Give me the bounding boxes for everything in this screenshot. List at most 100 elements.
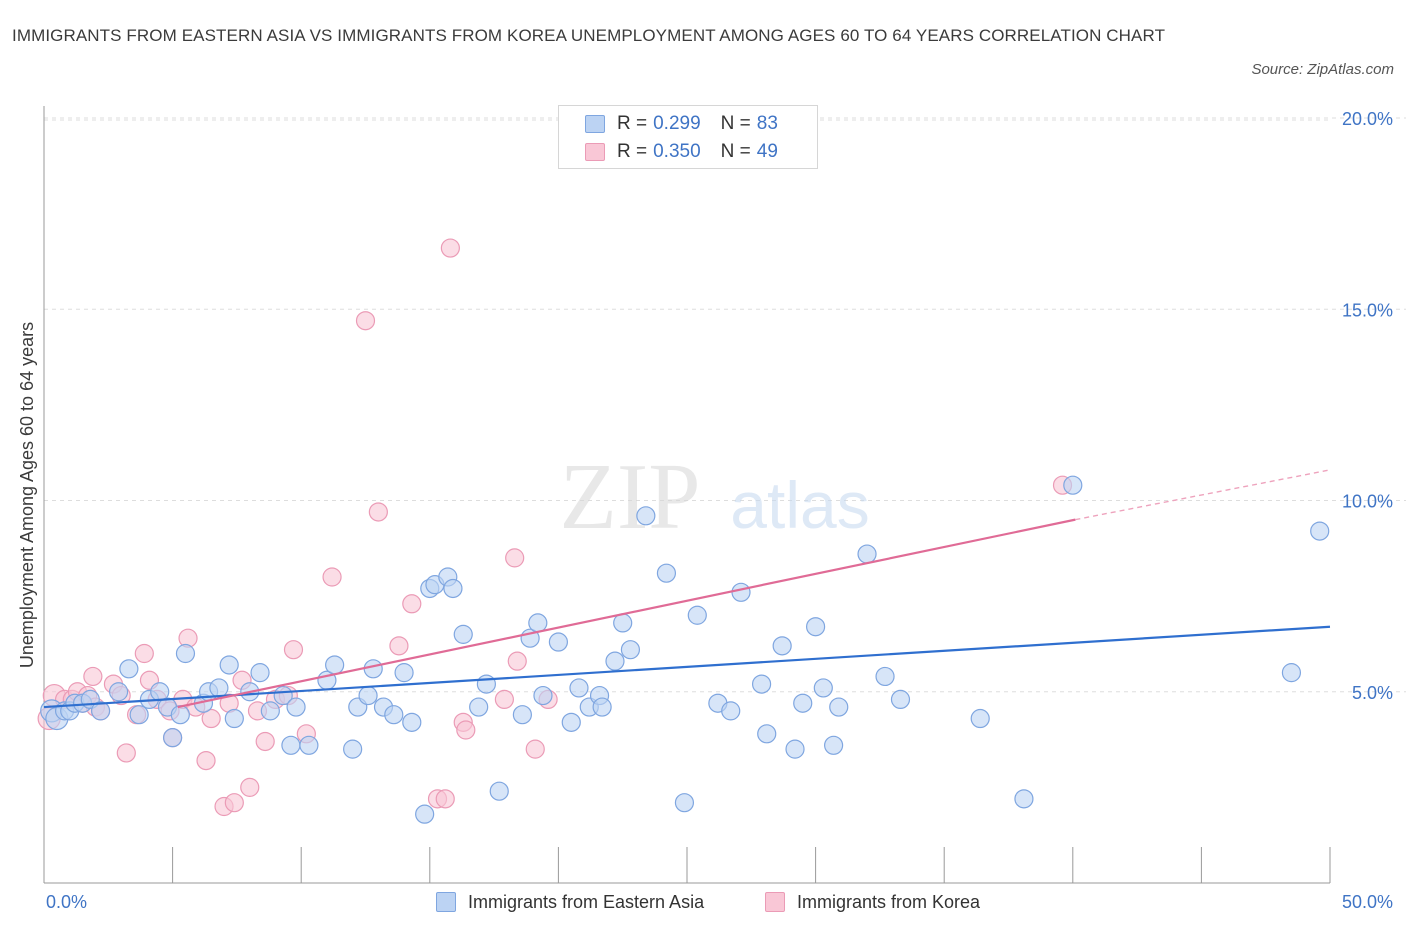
point-eastern-asia: [453, 624, 473, 644]
legend-row-korea: R = 0.350 N = 49: [585, 140, 778, 164]
point-eastern-asia: [90, 701, 111, 721]
series-label-korea: Immigrants from Korea: [797, 891, 981, 912]
point-eastern-asia: [605, 651, 625, 671]
point-korea: [224, 793, 244, 813]
point-eastern-asia: [363, 659, 383, 679]
trend-line-eastern-asia: [43, 625, 1331, 709]
point-eastern-asia: [1281, 663, 1302, 683]
legend-n-value-eastern-asia: 83: [756, 113, 778, 134]
point-eastern-asia: [813, 678, 833, 698]
legend-r-value-eastern-asia: 0.299: [653, 113, 701, 134]
y-tick-label: 5.0%: [1352, 683, 1393, 703]
legend-n-label: N =: [720, 113, 751, 134]
point-eastern-asia: [772, 636, 792, 656]
point-eastern-asia: [636, 506, 656, 526]
legend-r-label: R =: [617, 113, 648, 134]
point-korea: [440, 238, 460, 258]
point-eastern-asia: [343, 739, 363, 759]
series-label-eastern-asia: Immigrants from Eastern Asia: [468, 891, 705, 912]
point-eastern-asia: [1063, 475, 1083, 495]
gridlines: [44, 117, 1406, 693]
point-eastern-asia: [163, 728, 183, 748]
point-eastern-asia: [533, 685, 553, 706]
point-korea: [389, 636, 409, 656]
y-tick-label: 15.0%: [1342, 300, 1393, 320]
watermark-atlas: atlas: [730, 468, 869, 542]
y-axis-title: Unemployment Among Ages 60 to 64 years: [17, 322, 37, 668]
point-korea: [196, 750, 216, 771]
point-eastern-asia: [129, 705, 149, 725]
point-eastern-asia: [286, 697, 306, 717]
watermark-zip: ZIP: [560, 445, 701, 549]
point-eastern-asia: [476, 674, 496, 694]
correlation-legend: R = 0.299 N = 83 R = 0.350 N = 49: [558, 105, 818, 169]
point-eastern-asia: [890, 689, 911, 710]
point-eastern-asia: [119, 659, 139, 679]
point-eastern-asia: [170, 705, 190, 725]
series-swatch-eastern-asia: [436, 892, 456, 912]
point-eastern-asia: [1310, 521, 1330, 541]
trend-lines: [43, 469, 1331, 709]
point-eastern-asia: [469, 697, 489, 717]
point-korea: [456, 720, 476, 740]
point-eastern-asia: [757, 724, 777, 744]
point-eastern-asia: [415, 804, 435, 824]
point-eastern-asia: [613, 613, 633, 633]
point-korea: [507, 651, 527, 671]
point-korea: [494, 689, 514, 710]
trend-line-korea: [177, 518, 1076, 709]
point-korea: [240, 777, 260, 797]
point-eastern-asia: [731, 582, 751, 602]
point-eastern-asia: [751, 674, 772, 694]
point-eastern-asia: [108, 682, 129, 702]
point-korea: [255, 731, 275, 752]
point-korea: [201, 708, 221, 729]
legend-n-label: N =: [720, 141, 751, 162]
point-korea: [402, 594, 422, 614]
trend-line-korea-extension: [1075, 469, 1331, 521]
y-tick-label: 20.0%: [1342, 109, 1393, 129]
point-eastern-asia: [175, 643, 196, 664]
y-tick-label: 10.0%: [1342, 492, 1393, 512]
legend-row-eastern-asia: R = 0.299 N = 83: [585, 112, 778, 136]
point-eastern-asia: [384, 705, 404, 725]
watermark: ZIP atlas: [560, 445, 870, 549]
axis-labels: 5.0% 10.0% 15.0% 20.0% 0.0% 50.0% Unemployment…: [17, 109, 1393, 912]
point-eastern-asia: [325, 655, 345, 675]
point-eastern-asia: [224, 708, 244, 729]
point-eastern-asia: [721, 701, 741, 721]
point-korea: [322, 567, 342, 587]
point-eastern-asia: [561, 712, 581, 732]
point-korea: [283, 640, 304, 660]
chart-title: IMMIGRANTS FROM EASTERN ASIA VS IMMIGRAN…: [12, 26, 1166, 45]
legend-r-value-korea: 0.350: [653, 141, 701, 162]
point-eastern-asia: [402, 712, 422, 732]
point-eastern-asia: [829, 697, 849, 717]
point-eastern-asia: [1014, 789, 1034, 809]
x-tick-label-min: 0.0%: [46, 892, 87, 912]
x-tick-label-max: 50.0%: [1342, 892, 1393, 912]
legend-r-label: R =: [617, 141, 648, 162]
point-eastern-asia: [281, 735, 301, 755]
point-eastern-asia: [299, 735, 319, 755]
axes: [43, 106, 1331, 884]
legend-swatch-korea: [585, 143, 605, 161]
point-eastern-asia: [569, 678, 589, 698]
point-eastern-asia: [793, 693, 813, 713]
point-eastern-asia: [592, 697, 612, 717]
point-korea: [116, 743, 136, 763]
point-eastern-asia: [805, 617, 826, 637]
point-eastern-asia: [875, 666, 895, 687]
point-eastern-asia: [250, 663, 270, 683]
source-credit: Source: ZipAtlas.com: [1251, 61, 1394, 78]
series-swatch-korea: [765, 892, 785, 912]
point-korea: [368, 502, 388, 522]
point-korea: [355, 311, 376, 331]
point-eastern-asia: [857, 544, 877, 564]
korea-points: [37, 238, 1073, 817]
point-korea: [505, 548, 525, 568]
series-legend-korea[interactable]: Immigrants from Korea: [765, 890, 980, 914]
point-eastern-asia: [209, 678, 229, 698]
series-legend-eastern-asia[interactable]: Immigrants from Eastern Asia: [436, 890, 704, 914]
